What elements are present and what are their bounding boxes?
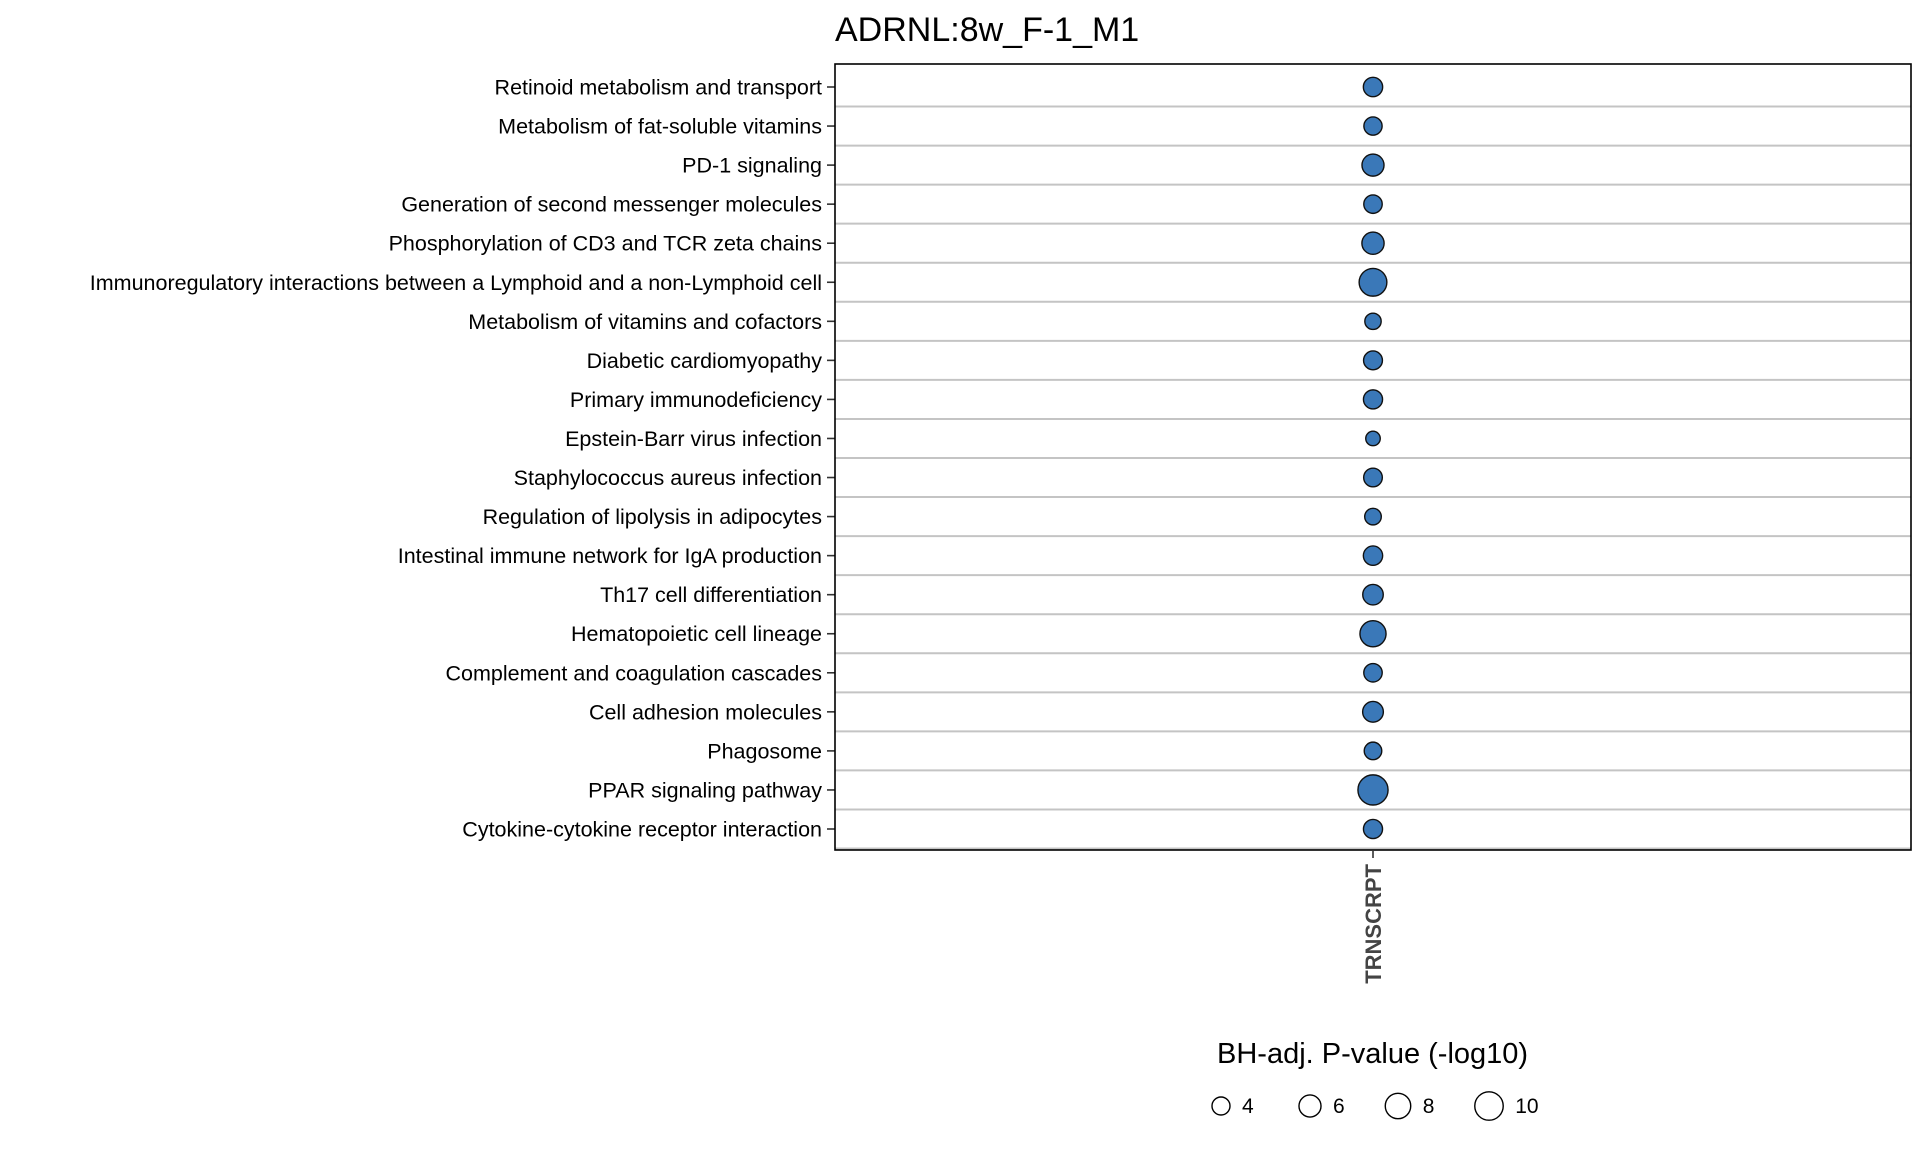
row-label: PD-1 signaling [682, 154, 822, 178]
row-label: PPAR signaling pathway [588, 778, 822, 802]
data-point [1363, 741, 1383, 761]
data-point [1358, 267, 1388, 297]
row-label: Cell adhesion molecules [589, 700, 822, 724]
legend-label: 8 [1423, 1095, 1435, 1118]
data-point [1362, 467, 1384, 488]
data-point [1361, 153, 1385, 177]
legend-title: BH-adj. P-value (-log10) [1217, 1038, 1528, 1070]
row-label: Primary immunodeficiency [570, 388, 822, 412]
data-point [1362, 818, 1384, 840]
row-label: Th17 cell differentiation [600, 583, 822, 607]
row-label: Diabetic cardiomyopathy [587, 349, 823, 373]
data-point [1363, 507, 1382, 526]
row-label: Regulation of lipolysis in adipocytes [483, 505, 822, 529]
size-legend: BH-adj. P-value (-log10) 4 6 8 10 [1211, 1038, 1539, 1121]
data-point [1363, 116, 1383, 136]
legend-key [1298, 1094, 1322, 1118]
data-point [1362, 350, 1384, 371]
x-axis: TRNSCRPT [1361, 850, 1386, 984]
row-label: Staphylococcus aureus infection [514, 466, 822, 490]
rows-layer: Retinoid metabolism and transport Metabol… [90, 76, 1911, 850]
row-label: Phosphorylation of CD3 and TCR zeta chai… [389, 232, 822, 256]
data-point [1361, 700, 1385, 723]
row-label: Epstein-Barr virus infection [565, 427, 822, 451]
data-point [1365, 430, 1381, 447]
chart-title: ADRNL:8w_F-1_M1 [835, 11, 1139, 49]
data-point [1361, 231, 1385, 256]
data-point [1362, 583, 1384, 606]
data-point [1362, 545, 1384, 566]
legend-label: 10 [1515, 1095, 1538, 1118]
data-point [1363, 194, 1383, 215]
legend-label: 4 [1242, 1095, 1254, 1118]
row-label: Immunoregulatory interactions between a … [90, 271, 822, 295]
data-point [1362, 76, 1384, 98]
data-point [1357, 774, 1389, 806]
row-label: Metabolism of fat-soluble vitamins [498, 115, 822, 139]
row-label: Phagosome [707, 739, 822, 763]
legend-key [1474, 1091, 1504, 1121]
x-tick-label: TRNSCRPT [1361, 863, 1386, 983]
legend-key [1384, 1092, 1412, 1120]
row-label: Complement and coagulation cascades [446, 661, 822, 685]
data-point [1364, 312, 1382, 331]
data-point [1359, 619, 1387, 648]
data-point [1362, 389, 1384, 410]
row-label: Hematopoietic cell lineage [571, 622, 822, 646]
legend-label: 6 [1333, 1095, 1345, 1118]
legend-key [1211, 1096, 1231, 1116]
row-label: Intestinal immune network for IgA produc… [398, 544, 822, 568]
row-label: Retinoid metabolism and transport [495, 76, 822, 100]
data-point [1363, 662, 1383, 683]
row-label: Cytokine-cytokine receptor interaction [462, 818, 822, 842]
row-label: Generation of second messenger molecules [401, 193, 822, 217]
row-label: Metabolism of vitamins and cofactors [468, 310, 822, 334]
